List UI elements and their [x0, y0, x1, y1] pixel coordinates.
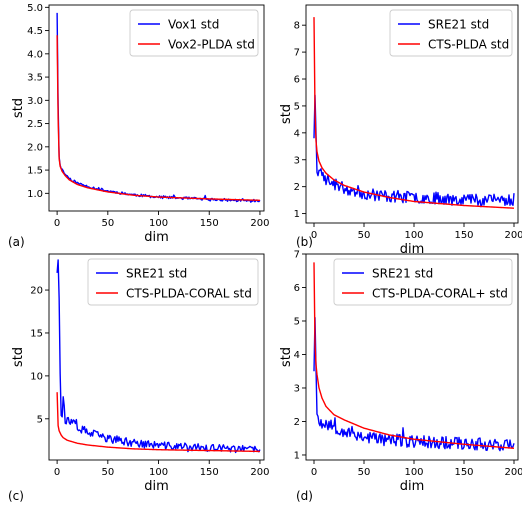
x-tick-label: 150 [200, 467, 219, 478]
y-tick-label: 6 [294, 283, 300, 294]
legend-label-2: CTS-PLDA-CORAL std [126, 287, 252, 301]
y-tick-label: 4 [294, 350, 300, 361]
y-tick-label: 5 [294, 101, 300, 112]
legend-label-1: SRE21 std [428, 18, 489, 32]
y-tick-label: 5 [294, 316, 300, 327]
y-tick-label: 1 [294, 450, 300, 461]
y-tick-label: 1.0 [27, 189, 43, 200]
series-line-2 [56, 392, 260, 453]
y-tick-label: 2 [294, 182, 300, 193]
panel-label: (b) [296, 235, 313, 249]
x-tick-label: 0 [54, 218, 60, 229]
x-tick-label: 100 [404, 467, 423, 478]
y-tick-label: 1.5 [27, 166, 43, 177]
x-tick-label: 200 [250, 218, 269, 229]
y-tick-label: 3.0 [27, 96, 43, 107]
legend-label-2: CTS-PLDA std [428, 38, 509, 52]
series-line-1 [56, 259, 261, 454]
x-tick-label: 200 [250, 467, 269, 478]
x-tick-label: 100 [149, 218, 168, 229]
x-tick-label: 0 [311, 230, 317, 241]
legend-box [389, 9, 513, 57]
chart-panel-1: 0 50 100 150 200 1.0 1.5 2.0 2.5 3.0 3.5 4.0 4.5 5.0 d… [8, 3, 269, 249]
x-axis-label: dim [144, 230, 169, 245]
x-tick-label: 200 [504, 467, 522, 478]
x-axis-label: dim [144, 479, 169, 494]
legend-label-2: Vox2-PLDA std [168, 38, 255, 52]
y-axis-label: std [279, 347, 294, 367]
panel-label: (c) [8, 489, 24, 503]
x-tick-label: 0 [54, 467, 60, 478]
legend: Vox1 std Vox2-PLDA std [129, 9, 259, 57]
y-tick-label: 1 [294, 209, 300, 220]
x-tick-label: 150 [200, 218, 219, 229]
chart-panel-3: 0 50 100 150 200 5 10 15 20 dim std (c) SRE21 std CTS… [8, 253, 269, 503]
y-tick-label: 7 [294, 48, 300, 59]
y-tick-label: 2.0 [27, 142, 43, 153]
x-tick-label: 100 [149, 467, 168, 478]
x-tick-label: 50 [101, 218, 114, 229]
plot-frame [48, 253, 265, 461]
x-axis-label: dim [400, 242, 425, 257]
y-axis-label: std [11, 98, 26, 118]
legend-box [87, 258, 259, 306]
x-tick-label: 50 [101, 467, 114, 478]
panel-label: (a) [8, 235, 25, 249]
series-line-2 [313, 262, 515, 449]
legend-label-1: SRE21 std [126, 267, 187, 281]
series-line-1 [313, 94, 515, 208]
y-tick-label: 3 [294, 155, 300, 166]
x-axis-label: dim [400, 479, 425, 494]
y-axis-label: std [279, 104, 294, 124]
legend-box [333, 258, 513, 306]
y-tick-label: 20 [30, 286, 43, 297]
plot-frame [48, 4, 265, 212]
panel-label: (d) [296, 489, 313, 503]
legend-label-1: Vox1 std [168, 18, 219, 32]
y-tick-label: 2.5 [27, 119, 43, 130]
y-tick-label: 2 [294, 417, 300, 428]
x-tick-label: 100 [404, 230, 423, 241]
x-tick-label: 0 [311, 467, 317, 478]
x-tick-label: 50 [358, 230, 371, 241]
y-tick-label: 10 [30, 371, 43, 382]
series-line-1 [313, 316, 515, 452]
chart-panel-2: 0 50 100 150 200 1 2 3 4 5 6 7 8 dim std (b) SRE21 std CT… [279, 4, 522, 257]
y-tick-label: 8 [294, 21, 300, 32]
legend-label-1: SRE21 std [372, 267, 433, 281]
legend-label-2: CTS-PLDA-CORAL+ std [372, 287, 508, 301]
y-axis-label: std [11, 347, 26, 367]
y-tick-label: 4.5 [27, 26, 43, 37]
series-line-2 [56, 35, 260, 201]
x-tick-label: 200 [504, 230, 522, 241]
chart-panel-4: 0 50 100 150 200 1 2 3 4 5 6 7 dim std (d) SRE21 std CTS… [279, 250, 522, 504]
x-tick-label: 150 [454, 230, 473, 241]
legend: SRE21 std CTS-PLDA-CORAL std [87, 258, 259, 306]
y-tick-label: 15 [30, 328, 43, 339]
x-tick-label: 50 [358, 467, 371, 478]
y-tick-label: 3.5 [27, 73, 43, 84]
y-tick-label: 4.0 [27, 49, 43, 60]
legend: SRE21 std CTS-PLDA-CORAL+ std [333, 258, 513, 306]
y-tick-label: 4 [294, 128, 300, 139]
plot-frame [305, 253, 519, 461]
y-tick-label: 5.0 [27, 3, 43, 14]
legend-box [129, 9, 259, 57]
y-tick-label: 3 [294, 383, 300, 394]
y-tick-label: 5 [37, 414, 43, 425]
series-line-2 [313, 17, 515, 209]
y-tick-label: 7 [294, 250, 300, 261]
y-tick-label: 6 [294, 75, 300, 86]
plot-frame [305, 4, 519, 224]
x-tick-label: 150 [454, 467, 473, 478]
legend: SRE21 std CTS-PLDA std [389, 9, 513, 57]
